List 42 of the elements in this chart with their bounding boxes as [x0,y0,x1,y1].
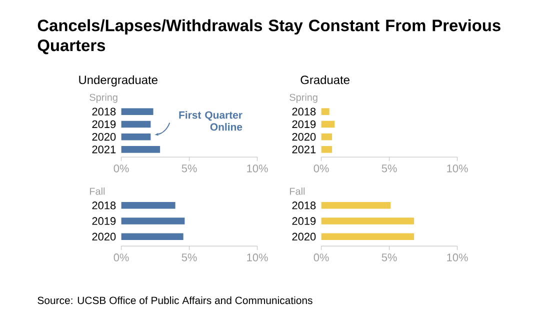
x-tick-label: 5% [382,254,397,262]
x-tick-label: 10% [247,164,268,172]
y-tick-label: 2020 [92,232,116,241]
y-tick-label: 2020 [292,132,316,141]
bar [121,218,185,224]
y-axis-title: Spring [90,94,118,103]
bar [121,233,184,240]
x-tick-label: 0% [314,164,329,172]
y-tick-label: 2019 [292,217,316,225]
bar [121,133,151,140]
annotation: First Quarter Online [179,111,242,131]
x-tick-label: 5% [382,164,397,172]
bar [121,120,151,128]
y-tick-label: 2019 [92,217,116,225]
x-tick-label: 0% [114,164,129,172]
y-tick-label: 2020 [292,232,316,241]
y-tick-label: 2018 [92,108,116,116]
y-tick-label: 2018 [292,202,316,210]
x-tick-label: 0% [114,254,129,262]
y-tick-label: 2021 [92,146,116,154]
y-axis-title: Fall [90,188,105,195]
y-tick-label: 2018 [92,202,116,210]
bar [121,202,176,209]
bar [121,108,154,116]
y-axis-title: Fall [290,188,305,195]
chart-title: Cancels/Lapses/Withdrawals Stay Constant From Previous Quarters [38,19,500,54]
y-tick-label: 2018 [292,108,316,116]
x-tick-label: 10% [247,254,268,262]
x-tick-label: 10% [447,164,468,172]
y-axis-title: Spring [290,94,318,103]
source-note: Source: UCSB Office of Public Affairs and Communications [38,296,312,304]
chart-subtitle: Graduate [300,75,350,84]
x-tick-label: 10% [447,254,468,262]
x-tick-label: 5% [182,254,197,262]
bar [121,146,160,153]
chart-subtitle: Undergraduate [79,75,158,87]
y-tick-label: 2021 [292,146,316,154]
x-tick-label: 0% [314,254,329,262]
y-tick-label: 2019 [292,120,316,128]
x-tick-label: 5% [182,164,197,172]
y-tick-label: 2019 [92,120,116,128]
y-tick-label: 2020 [92,132,116,141]
